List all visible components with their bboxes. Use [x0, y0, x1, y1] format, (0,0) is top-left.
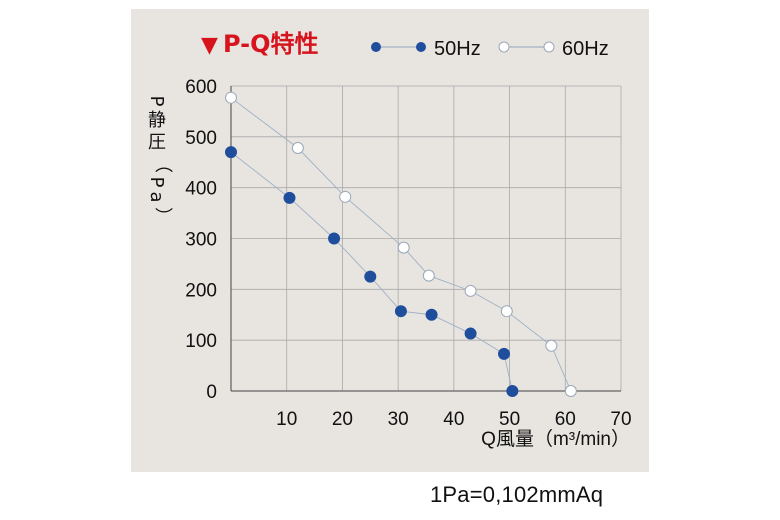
y-tick-label: 0 — [206, 382, 217, 403]
x-tick-label: 40 — [443, 409, 464, 430]
data-point-50Hz — [225, 146, 237, 159]
x-tick-label: 10 — [276, 409, 297, 430]
y-axis-label-char: a — [146, 191, 167, 202]
chart-title-marker: ▼ — [201, 33, 218, 58]
data-point-50Hz — [464, 327, 477, 340]
data-point-50Hz — [506, 385, 519, 397]
data-point-60Hz — [339, 190, 352, 203]
data-point-50Hz — [425, 308, 438, 321]
legend-marker-60hz-end — [543, 41, 555, 53]
data-point-60Hz — [422, 269, 435, 282]
legend-marker-50hz — [371, 42, 381, 52]
y-axis-label: P静圧（Pa） — [146, 96, 173, 225]
legend-marker-60hz — [498, 41, 510, 53]
y-axis-label-char: P — [146, 177, 167, 188]
data-point-60Hz — [225, 91, 237, 104]
data-point-60Hz — [464, 284, 477, 297]
y-tick-label: 500 — [185, 128, 217, 149]
data-point-50Hz — [364, 270, 377, 283]
y-axis-label-char: ） — [152, 207, 173, 225]
x-tick-label: 60 — [555, 409, 576, 430]
data-point-50Hz — [498, 347, 510, 360]
y-tick-label: 200 — [185, 280, 217, 301]
x-tick-label: 50 — [499, 409, 520, 430]
pq-chart: ▼ P-Q特性 50Hz 60Hz P静圧（Pa） 10 20 30 40 50 60 70… — [146, 30, 632, 450]
y-axis-label-char: 静 — [148, 110, 166, 131]
data-point-60Hz — [397, 241, 410, 254]
x-tick-label: 30 — [388, 409, 409, 430]
series — [225, 91, 577, 397]
chart-title: P-Q特性 — [223, 30, 319, 58]
x-tick-label: 70 — [610, 409, 631, 430]
data-point-60Hz — [545, 339, 558, 352]
y-axis-label-char: （ — [152, 155, 173, 173]
legend-label-60hz: 60Hz — [562, 38, 609, 60]
y-tick-label: 600 — [185, 77, 217, 98]
footnote: 1Pa=0,102mmAq — [430, 482, 604, 507]
legend-marker-50hz-end — [416, 42, 426, 52]
data-point-60Hz — [500, 305, 513, 318]
x-tick-label: 20 — [332, 409, 353, 430]
x-axis-label: Q風量（m³/min） — [481, 428, 630, 450]
legend-label-50hz: 50Hz — [434, 38, 481, 60]
tick-labels: 10 20 30 40 50 60 70 0 100 200 300 400 500 600 — [185, 77, 631, 430]
legend: 50Hz 60Hz — [371, 38, 609, 60]
y-axis-label-char: 圧 — [148, 132, 166, 153]
data-point-50Hz — [394, 305, 407, 318]
y-tick-label: 100 — [185, 331, 217, 352]
data-point-50Hz — [328, 232, 341, 245]
y-tick-label: 400 — [185, 179, 217, 200]
data-point-50Hz — [283, 191, 296, 204]
data-point-60Hz — [564, 385, 577, 397]
data-point-60Hz — [291, 142, 304, 155]
grid — [231, 85, 622, 391]
y-tick-label: 300 — [185, 230, 217, 251]
axes — [230, 86, 621, 392]
y-axis-label-char: P — [146, 96, 167, 107]
